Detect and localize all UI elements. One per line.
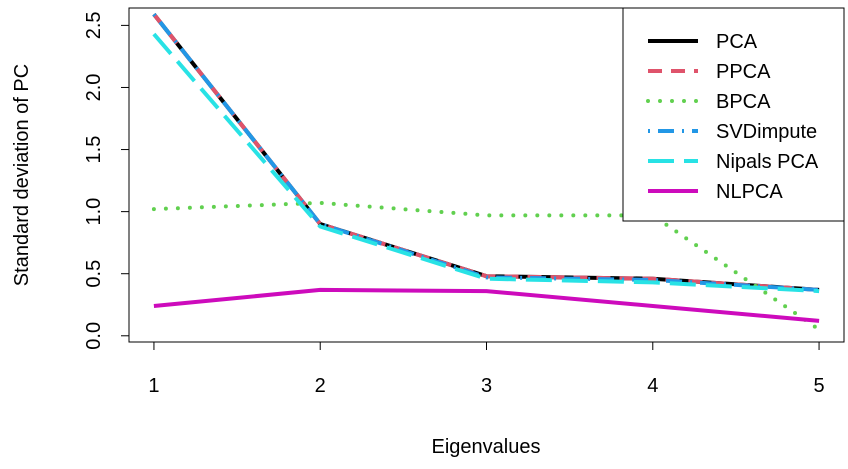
series-line-nlpca xyxy=(153,287,820,323)
y-tick-label: 2.5 xyxy=(83,11,105,39)
legend-label: PPCA xyxy=(716,61,771,83)
series-layer xyxy=(151,12,822,332)
legend-label: NLPCA xyxy=(716,181,783,203)
legend-label: Nipals PCA xyxy=(716,151,819,173)
x-tick-label: 3 xyxy=(481,375,492,397)
y-tick-label: 1.0 xyxy=(83,198,105,226)
legend: PCA PPCA BPCA SVDimpute Nipals PCA NLPCA xyxy=(622,7,845,222)
legend-label: BPCA xyxy=(716,91,771,113)
y-tick-label: 0.0 xyxy=(83,322,105,350)
series-line-nipals-pca xyxy=(152,32,820,294)
y-tick-label: 0.5 xyxy=(83,260,105,288)
legend-box xyxy=(622,7,845,222)
y-tick-label: 2.0 xyxy=(83,74,105,102)
y-tick-label: 1.5 xyxy=(83,136,105,164)
axes: 1 2 3 4 5 0.0 0.5 1.0 1.5 2.0 2.5 xyxy=(83,11,825,397)
series-line-svdimpute xyxy=(152,12,820,292)
x-tick-label: 1 xyxy=(148,375,159,397)
legend-label: PCA xyxy=(716,31,758,53)
x-tick-label: 5 xyxy=(813,375,824,397)
x-tick-label: 4 xyxy=(647,375,658,397)
legend-label: SVDimpute xyxy=(716,121,817,143)
x-tick-label: 2 xyxy=(315,375,326,397)
x-axis-label: Eigenvalues xyxy=(432,436,541,458)
y-axis-label: Standard deviation of PC xyxy=(11,64,33,286)
